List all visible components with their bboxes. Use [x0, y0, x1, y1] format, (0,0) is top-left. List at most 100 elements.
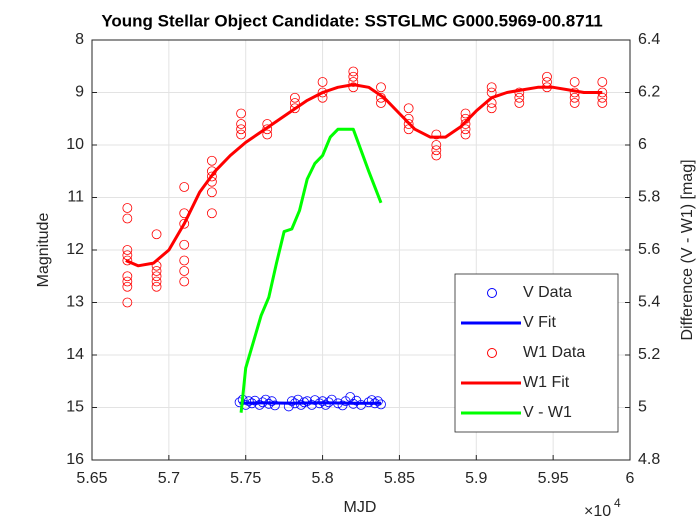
data-point — [597, 77, 608, 87]
data-point — [206, 208, 217, 219]
data-point — [151, 271, 162, 282]
x-tick-label: 5.65 — [76, 470, 107, 487]
data-point — [569, 98, 580, 108]
data-point — [376, 82, 386, 93]
data-point — [460, 119, 471, 129]
data-point — [151, 276, 162, 287]
y-tick-label: 10 — [66, 136, 84, 153]
y-tick-label: 8 — [75, 31, 84, 48]
data-point — [403, 103, 414, 114]
data-point — [348, 82, 359, 93]
data-line — [239, 127, 383, 413]
y-tick-label: 16 — [66, 451, 84, 468]
data-point — [286, 396, 297, 407]
data-line — [125, 83, 603, 268]
x-tick-label: 5.95 — [538, 470, 569, 487]
legend-label: W1 Data — [523, 344, 585, 361]
data-point — [431, 140, 442, 150]
data-point — [431, 145, 442, 156]
data-point — [431, 129, 442, 140]
data-point — [345, 392, 356, 402]
data-point — [373, 396, 383, 407]
y-tick-label: 13 — [66, 294, 84, 311]
data-point — [270, 400, 280, 411]
legend-box — [454, 273, 619, 433]
data-point — [348, 77, 359, 87]
data-point — [243, 396, 254, 407]
y2-tick-label: 5 — [638, 399, 647, 416]
data-point — [179, 276, 190, 287]
data-point — [151, 266, 162, 276]
data-point — [179, 266, 190, 276]
data-point — [460, 108, 471, 119]
data-point — [206, 155, 217, 166]
data-point — [206, 187, 217, 198]
data-point — [320, 399, 331, 410]
data-point — [317, 77, 328, 87]
x-tick-label: 5.9 — [465, 470, 487, 487]
chart-title: Young Stellar Object Candidate: SSTGLMC … — [101, 11, 602, 30]
data-point — [122, 245, 133, 255]
legend: V Data V Fit W1 Data W1 Fit V - W1 — [454, 273, 619, 433]
data-point — [151, 229, 162, 240]
x-tick-label: 5.7 — [158, 470, 180, 487]
y2-tick-label: 5.2 — [638, 346, 660, 363]
y2-tick-label: 6 — [638, 136, 647, 153]
x-tick-label: 5.8 — [311, 470, 333, 487]
data-point — [514, 92, 525, 103]
data-point — [179, 182, 190, 192]
y2-tick-label: 4.8 — [638, 451, 660, 468]
data-point — [460, 129, 471, 140]
data-point — [179, 239, 190, 250]
data-point — [290, 103, 300, 114]
legend-label: V Fit — [523, 314, 556, 331]
legend-label: V Data — [523, 284, 572, 301]
data-point — [348, 66, 359, 77]
y-axis-label: Magnitude — [35, 213, 52, 288]
y-tick-label: 12 — [66, 241, 84, 258]
x-exponent-base: ×10 — [584, 503, 611, 520]
x-axis-label: MJD — [344, 499, 377, 516]
y2-tick-label: 5.4 — [638, 294, 660, 311]
data-point — [206, 171, 217, 182]
data-point — [179, 218, 190, 229]
x-tick-label: 5.85 — [384, 470, 415, 487]
data-point — [514, 98, 525, 108]
x-exponent: 4 — [614, 496, 621, 510]
data-point — [296, 399, 306, 410]
y-tick-label: 11 — [67, 189, 84, 206]
y2-tick-label: 6.2 — [638, 84, 660, 101]
y2-tick-label: 5.8 — [638, 189, 660, 206]
x-tick-label: 6 — [626, 470, 635, 487]
y2-axis-label: Difference (V - W1) [mag] — [679, 159, 696, 340]
legend-label: V - W1 — [523, 404, 572, 421]
data-point — [122, 297, 133, 308]
plot-frame — [91, 39, 631, 461]
data-point — [376, 98, 386, 108]
data-point — [569, 92, 580, 103]
y2-tick-label: 5.6 — [638, 241, 660, 258]
data-point — [151, 281, 162, 292]
legend-symbol — [487, 348, 497, 358]
data-point — [431, 150, 442, 161]
y-tick-label: 9 — [75, 84, 84, 101]
data-point — [122, 255, 133, 266]
data-point — [348, 71, 359, 82]
data-point — [236, 124, 247, 135]
data-point — [122, 213, 133, 224]
data-point — [236, 119, 247, 129]
data-line — [239, 401, 381, 405]
x-tick-label: 5.75 — [230, 470, 261, 487]
y2-tick-label: 6.4 — [638, 31, 660, 48]
data-point — [122, 281, 133, 292]
legend-symbol — [487, 288, 497, 298]
data-point — [306, 399, 317, 410]
data-point — [486, 103, 497, 114]
data-point — [236, 108, 247, 119]
data-point — [236, 129, 247, 140]
y-tick-label: 15 — [66, 399, 84, 416]
data-point — [179, 255, 190, 266]
data-point — [597, 98, 608, 108]
